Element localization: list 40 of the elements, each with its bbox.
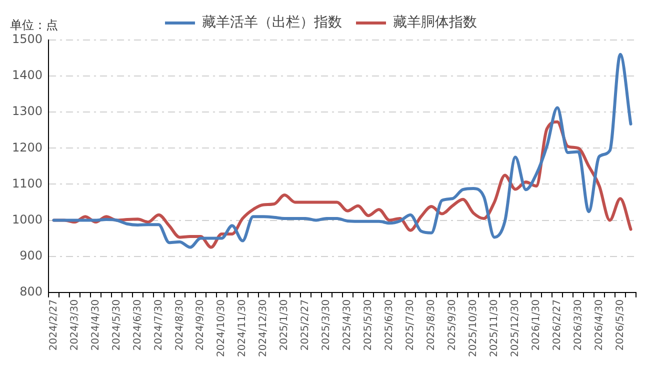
legend-label: 藏羊活羊（出栏）指数 <box>202 14 342 31</box>
x-tick-label: 2025/9/30 <box>447 299 458 351</box>
x-tick-label: 2024/6/30 <box>132 299 144 351</box>
x-tick-label: 2024/10/30 <box>216 299 228 358</box>
x-tick-label: 2026/4/30 <box>594 299 605 351</box>
y-tick-label: 1300 <box>12 104 43 118</box>
y-tick-label: 1200 <box>12 140 43 154</box>
x-tick-label: 2024/3/30 <box>69 299 80 351</box>
x-tick-label: 2024/4/30 <box>90 299 102 351</box>
x-tick-label: 2024/5/30 <box>111 299 122 351</box>
x-tick-label: 2024/7/30 <box>153 299 164 351</box>
x-tick-label: 2024/8/30 <box>174 299 186 351</box>
x-tick-label: 2026/5/30 <box>614 299 626 351</box>
x-tick-label: 2025/4/30 <box>342 299 354 351</box>
y-tick-label: 900 <box>20 248 43 262</box>
x-tick-label: 2025/3/30 <box>321 299 332 351</box>
x-tick-label: 2025/7/30 <box>405 299 416 351</box>
x-tick-label: 2026/3/30 <box>572 299 584 351</box>
x-tick-label: 2025/8/30 <box>426 299 438 351</box>
legend-label: 藏羊胴体指数 <box>393 14 477 31</box>
x-tick-label: 2025/1/30 <box>279 299 290 351</box>
x-tick-label: 2025/6/30 <box>384 299 396 351</box>
x-tick-label: 2024/2/27 <box>48 299 60 351</box>
y-tick-label: 1000 <box>12 212 43 226</box>
line-series <box>52 52 632 249</box>
x-tick-label: 2025/11/30 <box>488 299 500 358</box>
y-tick-label: 800 <box>20 284 43 298</box>
x-tick-label: 2026/2/27 <box>552 299 563 351</box>
y-tick-label: 1500 <box>12 32 43 46</box>
x-tick-label: 2025/2/27 <box>300 299 312 351</box>
x-tick-label: 2024/9/30 <box>195 299 206 351</box>
y-axis-title: 单位：点 <box>10 18 58 32</box>
x-tick-label: 2025/12/30 <box>510 299 521 358</box>
x-tick-label: 2025/10/30 <box>468 299 479 358</box>
x-tick-label: 2024/11/30 <box>237 299 248 358</box>
y-tick-label: 1100 <box>12 176 43 190</box>
x-tick-label: 2026/1/30 <box>530 299 542 351</box>
x-tick-label: 2025/5/30 <box>363 299 374 351</box>
y-tick-label: 1400 <box>12 68 43 82</box>
x-tick-label: 2024/12/30 <box>258 299 270 358</box>
